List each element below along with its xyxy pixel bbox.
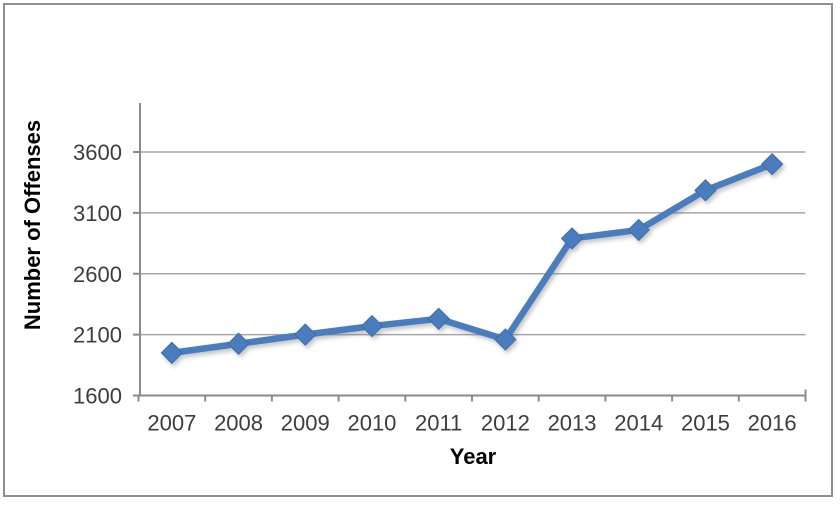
data-point-marker: [360, 314, 384, 338]
y-tick-label: 1600: [73, 384, 122, 409]
data-point-marker: [494, 328, 517, 351]
data-point-marker: [694, 179, 717, 202]
y-axis-title: Number of Offenses: [20, 120, 45, 330]
x-tick-label: 2013: [548, 411, 597, 436]
x-tick-label: 2007: [147, 411, 196, 436]
data-point-marker: [427, 307, 450, 331]
chart-generated-layer: 1600 2100 2600 3100 3600 2007 2008 2009 2010 2011…: [73, 103, 807, 436]
data-point-marker: [227, 332, 250, 355]
y-tick-label: 2100: [73, 323, 122, 348]
x-tick-label: 2011: [415, 411, 462, 436]
x-tick-label: 2012: [481, 411, 530, 436]
x-tick-label: 2014: [614, 411, 663, 436]
series-line: [168, 160, 776, 357]
y-tick-label: 3600: [73, 140, 122, 165]
x-tick-label: 2008: [214, 411, 263, 436]
data-point-marker: [760, 152, 784, 176]
data-point-marker: [294, 323, 317, 346]
data-series: [160, 152, 784, 365]
x-tick-label: 2010: [347, 411, 396, 436]
x-tick-label: 2016: [748, 411, 797, 436]
x-tick-label: 2015: [681, 411, 730, 436]
data-point-marker: [160, 341, 184, 365]
x-axis-title: Year: [450, 444, 497, 469]
x-tick-label: 2009: [281, 411, 330, 436]
y-tick-label: 2600: [73, 262, 122, 287]
data-point-marker: [560, 227, 584, 250]
data-point-marker: [627, 218, 650, 242]
y-tick-label: 3100: [73, 201, 122, 226]
